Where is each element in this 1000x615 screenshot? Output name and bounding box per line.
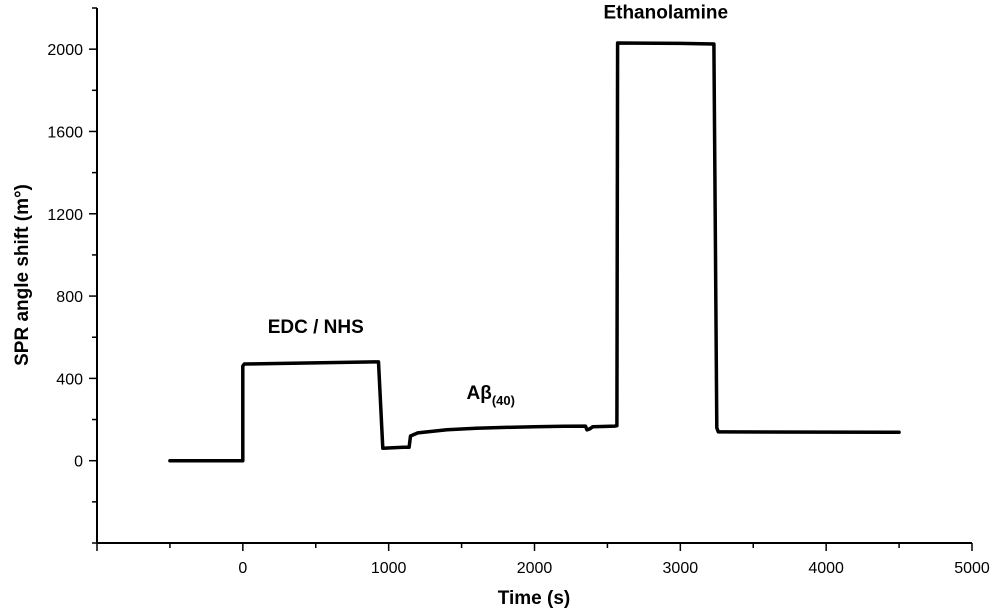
x-tick-label: 4000 [808, 560, 844, 577]
x-tick-label: 1000 [371, 560, 407, 577]
series-line [168, 41, 901, 463]
x-axis-title: Time (s) [498, 588, 571, 609]
y-tick-label: 1600 [47, 124, 83, 141]
plot-area: 0 1000 2000 3000 4000 5000 0 400 800 1200 1600 2000 [47, 7, 990, 577]
x-tick-label: 0 [238, 560, 247, 577]
x-tick-label: 2000 [517, 560, 553, 577]
annotation-label: EDC / NHS [268, 317, 364, 338]
y-tick-label: 1200 [47, 207, 83, 224]
y-tick-label: 2000 [47, 42, 83, 59]
y-tick-label: 400 [56, 371, 83, 388]
y-tick-label: 800 [56, 289, 83, 306]
y-tick-label: 0 [74, 454, 83, 471]
ticks: 0 1000 2000 3000 4000 5000 0 400 800 1200 1600 2000 [47, 7, 990, 577]
x-tick-label: 5000 [954, 560, 990, 577]
y-axis-title: SPR angle shift (m°) [12, 184, 33, 366]
annotations: EDC / NHS Aβ(40) Ethanolamine [268, 2, 728, 408]
annotation-label: Ethanolamine [603, 2, 728, 23]
annotation-label: Aβ(40) [467, 383, 515, 408]
x-tick-label: 3000 [663, 560, 699, 577]
